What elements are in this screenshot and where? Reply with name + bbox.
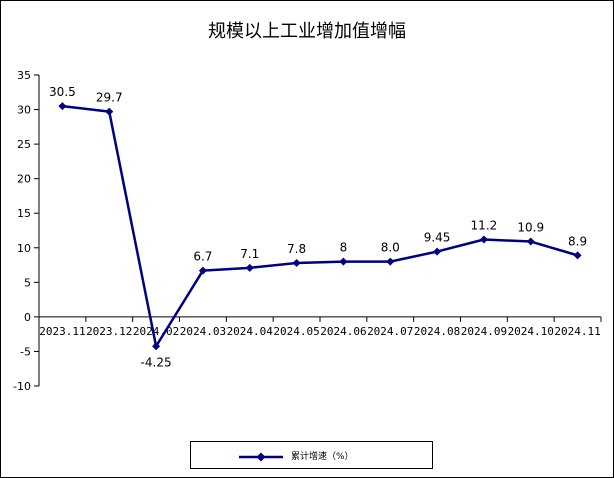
data-point-marker bbox=[198, 266, 207, 275]
y-tick-label: 25 bbox=[17, 138, 31, 151]
data-label: 6.7 bbox=[193, 250, 212, 264]
y-tick-label: 30 bbox=[17, 104, 31, 117]
data-point-marker bbox=[292, 258, 301, 267]
x-tick-label: 2024.05 bbox=[273, 325, 319, 338]
x-tick-label: 2024.08 bbox=[414, 325, 460, 338]
data-label: 9.45 bbox=[424, 231, 451, 245]
data-point-marker bbox=[386, 257, 395, 266]
y-tick-label: 0 bbox=[24, 311, 31, 324]
data-label: 29.7 bbox=[96, 91, 123, 105]
y-tick-label: 10 bbox=[17, 242, 31, 255]
y-tick-label: 5 bbox=[24, 276, 31, 289]
legend: 累计增速（%） bbox=[190, 441, 433, 469]
data-point-marker bbox=[339, 257, 348, 266]
legend-line-swatch bbox=[239, 452, 283, 462]
data-label: 8.0 bbox=[381, 241, 400, 255]
data-point-marker bbox=[152, 342, 161, 351]
data-label: 8.9 bbox=[568, 234, 587, 248]
x-tick-label: 2024.09 bbox=[461, 325, 507, 338]
x-tick-label: 2023.11 bbox=[39, 325, 85, 338]
y-tick-label: 35 bbox=[17, 69, 31, 82]
data-point-marker bbox=[433, 247, 442, 256]
x-tick-label: 2024.10 bbox=[508, 325, 554, 338]
data-label: 7.8 bbox=[287, 242, 306, 256]
data-label: 10.9 bbox=[517, 221, 544, 235]
x-tick-label: 2024.07 bbox=[367, 325, 413, 338]
x-tick-label: 2024.11 bbox=[554, 325, 600, 338]
data-point-marker bbox=[245, 263, 254, 272]
data-label: 30.5 bbox=[49, 85, 76, 99]
x-tick-label: 2024.03 bbox=[180, 325, 226, 338]
data-label: 7.1 bbox=[240, 247, 259, 261]
x-tick-label: 2024.02 bbox=[133, 325, 179, 338]
x-tick-label: 2024.06 bbox=[320, 325, 366, 338]
y-tick-label: 20 bbox=[17, 173, 31, 186]
series-line bbox=[62, 104, 578, 348]
data-point-marker bbox=[573, 251, 582, 260]
y-tick-label: -10 bbox=[13, 380, 31, 393]
data-label: 11.2 bbox=[471, 218, 498, 232]
x-tick-label: 2024.04 bbox=[227, 325, 274, 338]
data-point-marker bbox=[526, 237, 535, 246]
data-label: -4.25 bbox=[141, 355, 172, 369]
data-point-marker bbox=[105, 107, 114, 116]
data-point-marker bbox=[58, 102, 67, 111]
data-label: 8 bbox=[340, 241, 348, 255]
legend-label: 累计增速（%） bbox=[291, 452, 354, 462]
data-point-marker bbox=[479, 235, 488, 244]
x-tick-label: 2023.12 bbox=[86, 325, 132, 338]
y-tick-label: 15 bbox=[17, 207, 31, 220]
chart-title: 规模以上工业增加值增幅 bbox=[208, 21, 406, 42]
y-tick-label: -5 bbox=[20, 345, 31, 358]
